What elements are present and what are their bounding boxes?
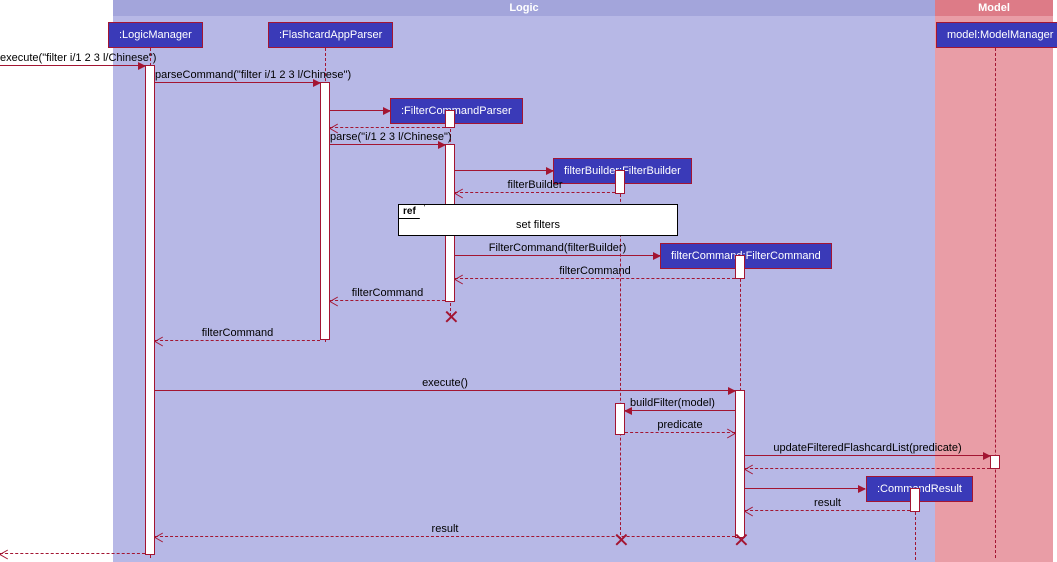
ref-label: set filters [399,219,677,231]
msg-parsecommand-label: parseCommand("filter i/1 2 3 l/Chinese") [155,69,320,81]
msg-parsecommand [155,82,320,83]
msg-filtercommand-ret1-label: filterCommand [455,265,735,277]
msg-filterbuilder-return [455,192,615,193]
msg-create-filterbuilder [455,170,553,171]
region-model-header: Model [935,0,1053,16]
msg-predicate [625,432,735,433]
msg-parse-label: parse("i/1 2 3 l/Chinese") [330,131,445,143]
participant-logicmanager: :LogicManager [108,22,203,48]
msg-result1-label: result [745,497,910,509]
participant-filtercommandparser: :FilterCommandParser [390,98,523,124]
lifeline-filterbuilder [620,184,621,540]
msg-filterbuilder-return-label: filterBuilder [455,179,615,191]
destroy-filtercommand: ✕ [733,534,750,548]
msg-filtercommand-ret3 [155,340,320,341]
ref-frame: ref set filters [398,204,678,236]
ref-tag: ref [399,205,425,219]
destroy-fcp: ✕ [443,311,460,325]
activation-modelmanager [990,455,1000,469]
sequence-diagram: Logic Model :LogicManager :FlashcardAppP… [0,0,1057,562]
msg-create-commandresult [745,488,865,489]
activation-filterbuilder-1 [615,170,625,194]
msg-updatefiltered [745,455,990,456]
msg-execute2-label: execute() [155,377,735,389]
msg-filtercommand-ret2-label: filterCommand [330,287,445,299]
msg-result2-label: result [155,523,735,535]
activation-filtercommand-1 [735,255,745,279]
participant-flashcardappparser: :FlashcardAppParser [268,22,393,48]
msg-buildfilter-label: buildFilter(model) [610,397,735,409]
destroy-filterbuilder: ✕ [613,534,630,548]
lifeline-modelmanager [995,48,996,558]
msg-filtercommand-ctor [455,255,660,256]
msg-execute2 [155,390,735,391]
msg-execute-in-label: execute("filter i/1 2 3 l/Chinese") [0,52,145,64]
msg-result1 [745,510,910,511]
msg-final-return [0,553,145,554]
region-logic-header: Logic [113,0,935,16]
msg-updatefiltered-ret [745,468,990,469]
activation-filtercommand-2 [735,390,745,538]
msg-updatefiltered-label: updateFilteredFlashcardList(predicate) [745,442,990,454]
msg-create-filtercommandparser [330,110,390,111]
msg-buildfilter [625,410,735,411]
participant-modelmanager: model:ModelManager [936,22,1057,48]
activation-filtercommandparser-1 [445,110,455,128]
region-logic: Logic [113,0,935,562]
msg-filtercommand-ret1 [455,278,735,279]
msg-filtercommand-ret3-label: filterCommand [155,327,320,339]
msg-result2 [155,536,735,537]
activation-flashcardappparser [320,82,330,340]
activation-logicmanager [145,65,155,555]
msg-predicate-label: predicate [625,419,735,431]
msg-execute-in [0,65,145,66]
msg-parse [330,144,445,145]
activation-commandresult [910,488,920,512]
msg-return-fcp [330,127,445,128]
msg-filtercommand-ret2 [330,300,445,301]
msg-filtercommand-ctor-label: FilterCommand(filterBuilder) [455,242,660,254]
